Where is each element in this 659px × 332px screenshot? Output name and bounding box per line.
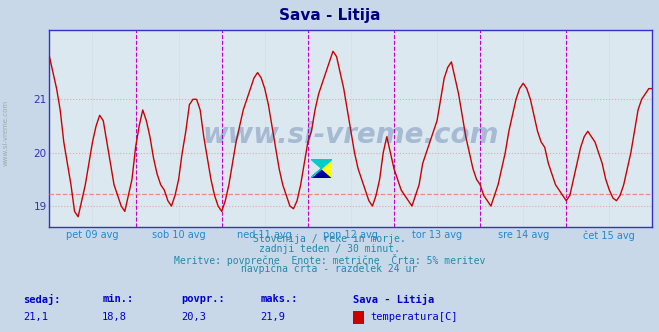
Text: 21,9: 21,9 — [260, 312, 285, 322]
Polygon shape — [311, 169, 332, 178]
Text: Meritve: povprečne  Enote: metrične  Črta: 5% meritev: Meritve: povprečne Enote: metrične Črta:… — [174, 254, 485, 266]
Text: 20,3: 20,3 — [181, 312, 206, 322]
Text: temperatura[C]: temperatura[C] — [370, 312, 458, 322]
Text: www.si-vreme.com: www.si-vreme.com — [2, 100, 9, 166]
Text: Slovenija / reke in morje.: Slovenija / reke in morje. — [253, 234, 406, 244]
Text: 18,8: 18,8 — [102, 312, 127, 322]
Text: www.si-vreme.com: www.si-vreme.com — [203, 121, 499, 149]
Text: Sava - Litija: Sava - Litija — [279, 8, 380, 23]
Polygon shape — [311, 159, 332, 178]
Text: 21,1: 21,1 — [23, 312, 48, 322]
Text: maks.:: maks.: — [260, 294, 298, 304]
Text: min.:: min.: — [102, 294, 133, 304]
Text: zadnji teden / 30 minut.: zadnji teden / 30 minut. — [259, 244, 400, 254]
Text: sedaj:: sedaj: — [23, 294, 61, 305]
Text: navpična črta - razdelek 24 ur: navpična črta - razdelek 24 ur — [241, 264, 418, 275]
Text: povpr.:: povpr.: — [181, 294, 225, 304]
Text: Sava - Litija: Sava - Litija — [353, 294, 434, 305]
Polygon shape — [322, 159, 332, 178]
